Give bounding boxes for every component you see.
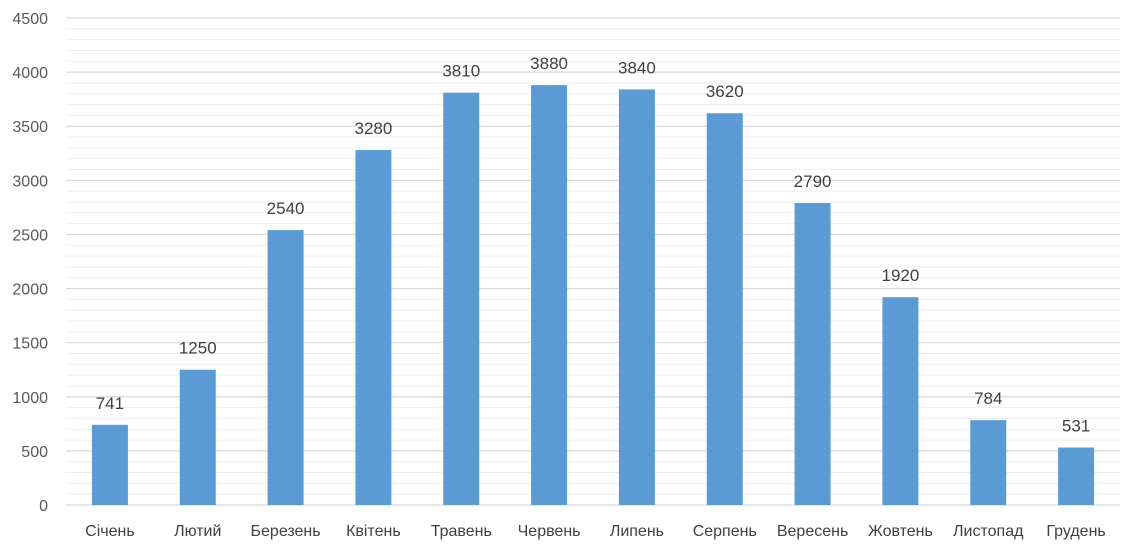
y-tick-label: 1500 (12, 336, 48, 353)
y-tick-label: 4500 (12, 11, 48, 28)
x-tick-label: Червень (518, 523, 581, 540)
bar (531, 85, 568, 505)
y-axis: 0 500 1000 1500 2000 2500 3000 3500 4000 4500 (12, 11, 48, 515)
data-label: 1250 (179, 339, 217, 358)
x-tick-label: Травень (431, 523, 492, 540)
data-label: 741 (96, 394, 124, 413)
y-tick-label: 2500 (12, 227, 48, 244)
x-tick-label: Вересень (777, 523, 848, 540)
y-tick-label: 2000 (12, 282, 48, 299)
bar (970, 420, 1007, 505)
x-tick-label: Лютий (174, 523, 221, 540)
bar (618, 89, 655, 505)
bars (91, 85, 1095, 506)
gridlines (66, 17, 1120, 506)
bar (179, 369, 216, 505)
data-label: 3880 (530, 54, 568, 73)
data-labels: 741 1250 2540 3280 3810 3880 3840 3620 2790 1920 7… (96, 54, 1091, 435)
data-label: 3280 (355, 119, 393, 138)
y-tick-label: 500 (21, 444, 48, 461)
y-tick-label: 0 (39, 498, 48, 515)
data-label: 3810 (442, 62, 480, 81)
bar (267, 230, 304, 506)
data-label: 1920 (882, 266, 920, 285)
data-label: 3620 (706, 82, 744, 101)
bar (794, 203, 831, 505)
x-axis: Січень Лютий Березень Квітень Травень Червень… (85, 523, 1106, 540)
x-tick-label: Січень (85, 523, 135, 540)
x-tick-label: Листопад (953, 523, 1024, 540)
x-tick-label: Серпень (693, 523, 757, 540)
bar (443, 92, 480, 505)
data-label: 784 (974, 389, 1002, 408)
data-label: 2790 (794, 172, 832, 191)
bar (91, 424, 128, 505)
y-tick-label: 3000 (12, 173, 48, 190)
y-tick-label: 4000 (12, 65, 48, 82)
x-tick-label: Грудень (1046, 523, 1105, 540)
bar (706, 113, 743, 505)
y-tick-label: 1000 (12, 390, 48, 407)
x-tick-label: Липень (610, 523, 664, 540)
data-label: 531 (1062, 417, 1090, 436)
bar (355, 150, 392, 505)
data-label: 2540 (267, 199, 305, 218)
y-tick-label: 3500 (12, 119, 48, 136)
x-tick-label: Жовтень (868, 523, 933, 540)
bar (882, 297, 919, 505)
bar (1058, 447, 1095, 505)
x-tick-label: Квітень (346, 523, 401, 540)
data-label: 3840 (618, 58, 656, 77)
x-tick-label: Березень (251, 523, 321, 540)
